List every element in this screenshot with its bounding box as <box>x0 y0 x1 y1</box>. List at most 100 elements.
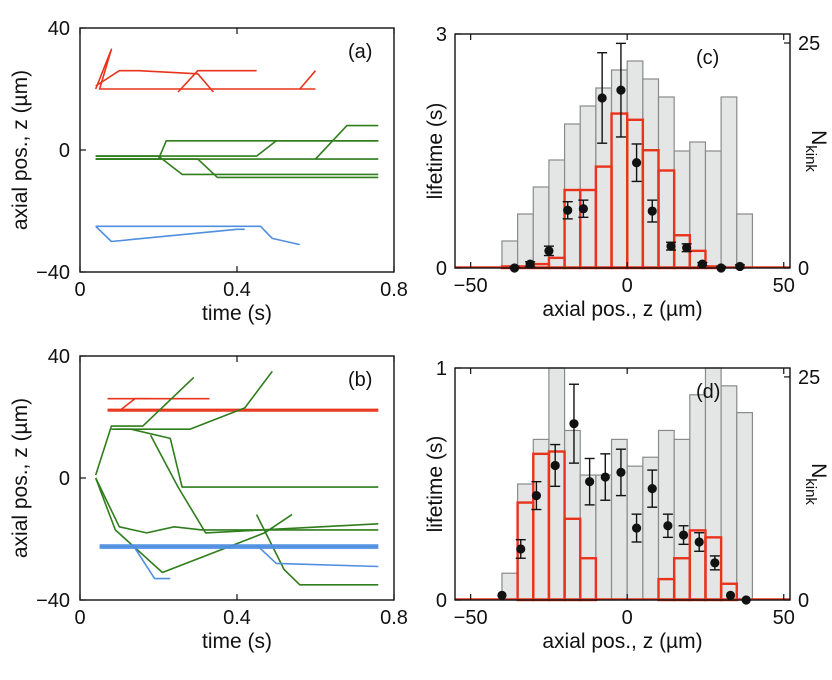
x-tick-label-c: 50 <box>773 275 795 297</box>
lifetime-point <box>597 93 607 103</box>
trajectory-red-3 <box>299 70 317 90</box>
y-axis-label-a: axial pos., z (µm) <box>9 70 32 230</box>
trajectory-green-4 <box>94 376 195 476</box>
nkink-bar <box>548 367 566 601</box>
y-tick-label-c: 3 <box>436 24 447 46</box>
y-axis-label-b: axial pos., z (µm) <box>9 398 32 558</box>
lifetime-point <box>647 484 657 494</box>
lifetime-point <box>616 467 626 477</box>
lifetime-point <box>631 158 642 168</box>
axes-frame-c <box>454 33 791 269</box>
x-tick-label-d: 0 <box>622 607 633 629</box>
lifetime-point <box>666 241 676 251</box>
lifetime-point <box>497 590 507 600</box>
trajectory-green-7 <box>94 477 293 574</box>
nkink-bar <box>579 105 597 269</box>
nkink-bar <box>610 69 628 269</box>
panel-label-c: (c) <box>696 47 719 69</box>
y-tick-label-a: 0 <box>59 140 70 162</box>
nkink-bar <box>673 438 691 601</box>
nkink-bar <box>595 474 613 601</box>
panel-label-a: (a) <box>348 41 372 63</box>
x-axis-label-c: axial pos., z (µm) <box>542 298 702 321</box>
lifetime-point <box>563 205 573 215</box>
lifetime-point <box>544 246 554 256</box>
trajectory-red-3 <box>118 397 151 412</box>
nkink-bar <box>689 394 707 601</box>
trajectory-blue-10 <box>95 225 245 243</box>
x-tick-label-a: 0 <box>74 279 85 301</box>
y-tick-label-d: 1 <box>436 358 447 380</box>
y-axis-label-d: lifetime (s) <box>424 436 447 533</box>
lifetime-point <box>678 530 689 540</box>
y2-axis-label-c: Nkink <box>802 130 830 172</box>
trajectory-green-9 <box>95 158 379 179</box>
x-axis-label-b: time (s) <box>202 630 272 653</box>
x-tick-label-a: 0.4 <box>223 279 251 301</box>
nkink-bar <box>563 123 581 269</box>
axes-frame-d <box>454 367 791 601</box>
y-tick-label-b: −40 <box>36 590 70 612</box>
lifetime-point <box>525 259 535 269</box>
trajectory-group-a <box>94 48 379 246</box>
x-axis-label-d: axial pos., z (µm) <box>542 630 702 653</box>
x-tick-label-b: 0.8 <box>380 607 408 629</box>
nkink-bar <box>736 412 754 601</box>
trajectory-green-10 <box>255 514 379 586</box>
lifetime-point <box>516 544 526 554</box>
nkink-bar <box>657 429 675 601</box>
trajectory-red-1 <box>95 69 215 93</box>
lifetime-point <box>631 523 642 533</box>
nkink-bar <box>563 429 581 601</box>
nkink-bar <box>579 474 597 601</box>
y2-tick-label-d: 0 <box>798 590 809 612</box>
y-tick-label-b: 0 <box>59 468 70 490</box>
panel-label-d: (d) <box>696 381 720 403</box>
panel-label-b: (b) <box>348 369 372 391</box>
nkink-bar <box>720 96 738 269</box>
lifetime-point <box>578 204 588 214</box>
lifetime-point <box>600 472 610 482</box>
lifetime-point <box>647 206 657 216</box>
trajectory-blue-15 <box>256 544 379 568</box>
y-axis-label-c: lifetime (s) <box>424 103 447 200</box>
trajectory-green-6 <box>94 477 379 534</box>
y2-tick-label-d: 25 <box>798 367 820 389</box>
x-tick-label-b: 0 <box>74 607 85 629</box>
trajectory-green-8 <box>314 124 379 160</box>
nkink-bar <box>532 438 550 601</box>
lifetime-point <box>585 477 595 487</box>
y-tick-label-b: 40 <box>48 346 70 368</box>
nkink-bar <box>642 78 660 269</box>
x-tick-label-d: 50 <box>773 607 795 629</box>
y2-axis-label-d: Nkink <box>802 463 830 505</box>
y-tick-label-a: 40 <box>48 18 70 40</box>
x-tick-label-a: 0.8 <box>380 279 408 301</box>
x-tick-label-c: −50 <box>454 275 488 297</box>
lifetime-point <box>710 558 720 568</box>
lifetime-point <box>725 590 736 600</box>
lifetime-point <box>697 259 707 269</box>
nkink-bar <box>642 456 660 601</box>
x-tick-label-b: 0.4 <box>223 607 251 629</box>
axes-frame-b <box>79 355 395 601</box>
trajectory-blue-11 <box>95 225 300 246</box>
x-tick-label-c: 0 <box>622 275 633 297</box>
lifetime-point <box>694 537 704 547</box>
nkink-bar <box>689 141 707 269</box>
lifetime-point <box>616 85 626 95</box>
trajectory-green-7 <box>95 140 379 157</box>
trajectory-blue-14 <box>134 547 171 580</box>
nkink-bar <box>720 385 738 601</box>
trajectory-green-8 <box>149 434 379 534</box>
lifetime-point <box>531 491 542 501</box>
lifetime-point <box>735 261 745 272</box>
y2-tick-label-c: 0 <box>798 258 809 280</box>
y-tick-label-d: 0 <box>436 590 447 612</box>
x-axis-label-a: time (s) <box>202 302 272 325</box>
